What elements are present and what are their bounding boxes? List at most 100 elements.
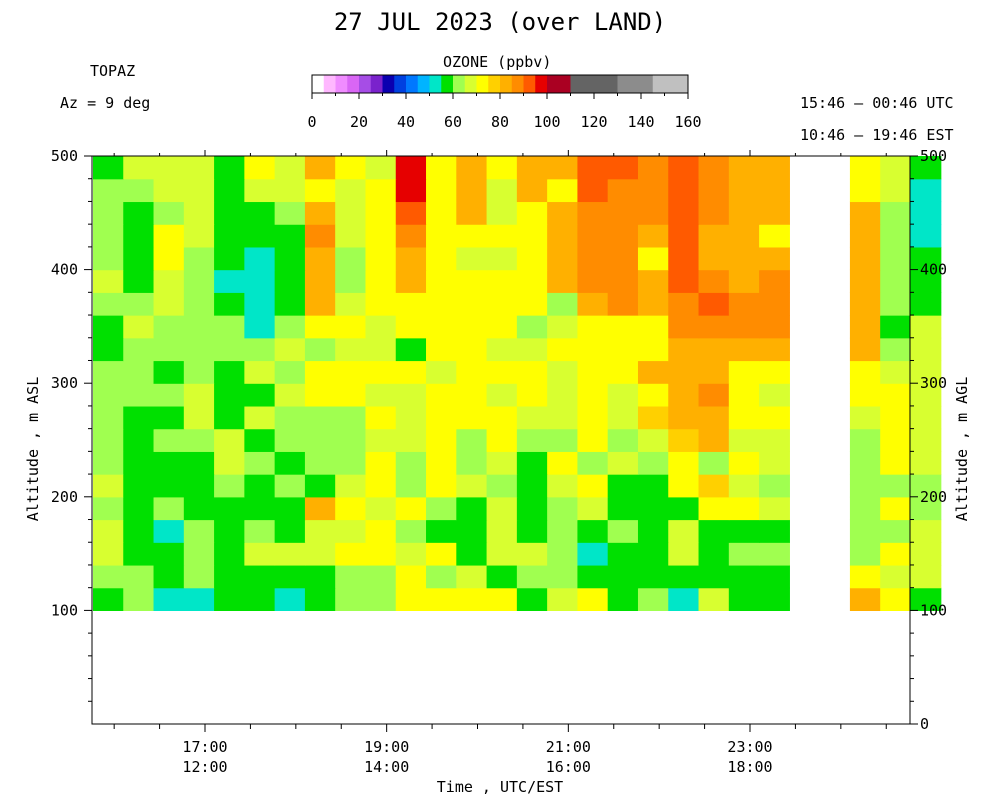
heatmap-cell [395,246,427,271]
heatmap-cell [123,519,155,543]
heatmap-cell [244,542,276,566]
heatmap-cell [274,474,306,498]
heatmap-cell [426,564,457,589]
colorbar-tick-label: 140 [627,113,654,131]
heatmap-cell [516,383,548,407]
heatmap-cell [456,292,488,316]
heatmap-cell [910,474,942,498]
heatmap-cell [486,451,518,475]
heatmap-cell [759,315,790,339]
heatmap-cell [728,315,760,339]
heatmap-cell [637,519,669,543]
heatmap-cell [910,383,942,407]
y-right-tick-label: 0 [920,715,929,733]
heatmap-cell [668,564,700,589]
heatmap-cell [153,519,185,543]
heatmap-cell [274,178,306,203]
heatmap-cell [728,587,760,611]
heatmap-cell [335,337,367,362]
heatmap-cell [214,587,245,611]
heatmap-cell [698,451,730,475]
heatmap-cell [849,383,881,407]
azimuth-label: Az = [60,94,97,112]
heatmap-cell [92,564,124,589]
heatmap-cell [365,224,397,248]
heatmap-cell [92,269,124,293]
heatmap-cell [395,519,427,543]
heatmap-cell [92,496,124,521]
heatmap-cell [335,315,367,339]
heatmap-cell [123,292,155,316]
heatmap-cell [910,519,942,543]
time-range-utc: 15:46 – 00:46 UTC [800,94,954,112]
heatmap-cell [547,474,579,498]
heatmap-cell [214,337,245,362]
heatmap-cell [214,269,245,293]
azimuth-value: 9 deg [105,94,151,112]
y-right-tick-label: 300 [920,374,947,392]
heatmap-cell [486,269,518,293]
heatmap-cell [244,587,276,611]
heatmap-cell [849,315,881,339]
heatmap-cell [304,564,336,589]
axes: 100 200 300 400 500 0 100 200 300 400 500 17:00 12:0… [51,147,947,776]
heatmap-cell [698,246,730,271]
heatmap-cell [607,360,639,384]
heatmap-cell [304,178,336,203]
heatmap-cell [456,474,488,498]
heatmap-cell [244,405,276,430]
heatmap-cell [698,428,730,452]
heatmap-cell [456,269,488,293]
heatmap-cell [547,337,579,362]
heatmap-cell [426,246,457,271]
heatmap-cell [728,564,760,589]
heatmap-cell [214,292,245,316]
colorbar-title: OZONE (ppbv) [443,53,552,71]
heatmap-cell [759,383,790,407]
colorbar-tick-label: 160 [674,113,701,131]
heatmap-cell [486,337,518,362]
heatmap-cell [92,337,124,362]
heatmap-cell [365,201,397,225]
heatmap-cell [365,564,397,589]
heatmap-cell [880,474,912,498]
heatmap-cell [759,564,790,589]
heatmap-cell [728,405,760,430]
heatmap-cell [698,337,730,362]
heatmap-cell [395,269,427,293]
heatmap-cell [244,292,276,316]
heatmap-cell [668,178,700,203]
colorbar-tick-label: 20 [350,113,368,131]
heatmap-cell [304,292,336,316]
heatmap-cell [486,428,518,452]
heatmap-cell [577,496,609,521]
heatmap-cell [426,451,457,475]
colorbar-tick-label: 40 [397,113,415,131]
heatmap-cell [759,474,790,498]
heatmap-cell [547,315,579,339]
heatmap-cell [637,428,669,452]
heatmap-cell [123,564,155,589]
heatmap-cell [395,587,427,611]
heatmap-cell [516,178,548,203]
heatmap-cell [274,428,306,452]
heatmap-cell [183,337,215,362]
heatmap-cell [577,360,609,384]
heatmap-cell [577,428,609,452]
heatmap-cell [637,337,669,362]
heatmap-cell [910,315,942,339]
heatmap-cell [304,542,336,566]
heatmap-cell [668,246,700,271]
heatmap-cell [395,360,427,384]
heatmap-cell [577,451,609,475]
heatmap-cell [214,360,245,384]
heatmap-cell [244,474,276,498]
heatmap-cell [880,201,912,225]
colorbar-bin [370,75,383,93]
heatmap-cell [426,360,457,384]
heatmap-cell [456,360,488,384]
heatmap-cell [728,474,760,498]
heatmap-cell [183,315,215,339]
heatmap-cell [910,360,942,384]
heatmap-cell [395,496,427,521]
